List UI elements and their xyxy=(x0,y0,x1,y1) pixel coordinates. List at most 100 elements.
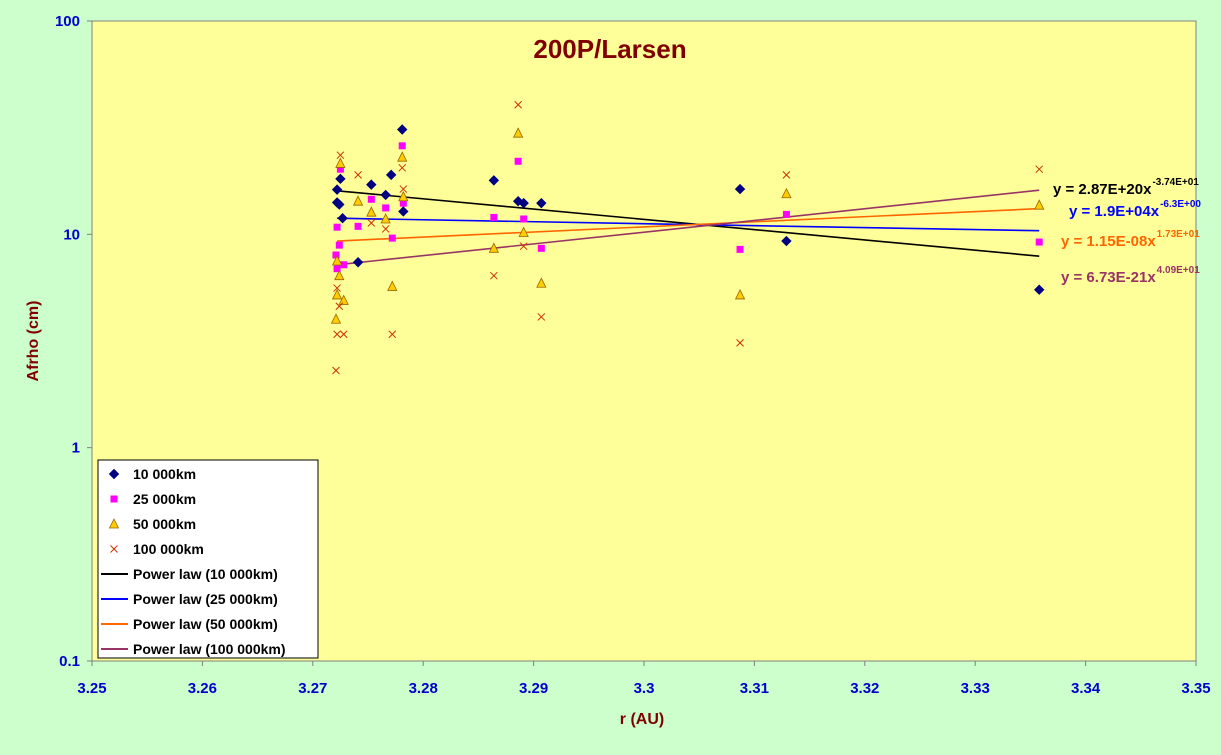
data-point-series-2 xyxy=(537,244,545,252)
data-point-series-4 xyxy=(339,330,348,339)
data-point-series-2 xyxy=(399,199,407,207)
data-point-series-1 xyxy=(1034,284,1045,295)
data-point-series-1 xyxy=(331,184,343,195)
data-point-series-2 xyxy=(336,165,344,173)
data-point-series-4 xyxy=(537,313,546,321)
data-point-series-4-stroke xyxy=(490,271,498,280)
data-point-series-2 xyxy=(354,222,362,230)
data-point-series-4 xyxy=(336,151,345,160)
data-point-series-1 xyxy=(335,173,346,185)
data-point-series-4 xyxy=(367,219,376,227)
data-point-series-4-stroke xyxy=(367,219,376,227)
data-point-series-4-stroke xyxy=(332,366,340,375)
legend-item: 50 000km xyxy=(108,516,196,532)
data-point-series-4 xyxy=(335,302,344,311)
data-point-series-2 xyxy=(1035,238,1043,246)
x-tick-label: 3.35 xyxy=(1181,680,1210,697)
data-point-series-1 xyxy=(781,235,792,247)
data-point-series-3 xyxy=(512,127,524,138)
legend-marker xyxy=(110,495,118,503)
data-point-series-1 xyxy=(536,197,547,209)
data-point-series-4 xyxy=(332,366,340,375)
legend-label: Power law (10 000km) xyxy=(133,566,278,582)
data-point-series-4-stroke xyxy=(336,151,345,160)
data-point-series-3 xyxy=(397,151,408,162)
data-point-series-4-stroke xyxy=(388,330,397,339)
data-point-series-2 xyxy=(340,261,348,269)
data-point-series-2 xyxy=(367,195,375,203)
data-point-series-1 xyxy=(398,206,409,217)
data-point-series-4-stroke xyxy=(398,163,407,172)
y-tick-label: 0.1 xyxy=(59,653,80,670)
legend-item: 10 000km xyxy=(108,466,196,482)
data-point-series-3 xyxy=(380,213,391,224)
data-point-series-3 xyxy=(734,289,746,300)
data-point-series-2 xyxy=(514,157,522,165)
axes: 3.25 3.26 3.27 3.28 3.29 3.3 3.31 3.32 3.33 3.34 3… xyxy=(55,13,1211,697)
legend-label: 25 000km xyxy=(133,491,196,507)
data-point-series-2 xyxy=(782,210,790,218)
legend-box xyxy=(97,459,319,659)
trendline-4 xyxy=(337,189,1040,266)
legend-label: 50 000km xyxy=(133,516,196,532)
data-point-series-3 xyxy=(366,206,377,217)
data-point-series-4 xyxy=(782,171,791,179)
data-point-series-4 xyxy=(514,100,522,109)
data-point-series-3 xyxy=(387,280,398,291)
x-tick-label: 3.27 xyxy=(298,680,327,697)
data-point-series-2 xyxy=(520,215,528,223)
data-point-series-1 xyxy=(334,199,345,210)
trendline-exponent-2: -6.3E+00 xyxy=(1160,199,1201,210)
y-tick-label: 100 xyxy=(55,13,80,30)
legend-marker xyxy=(110,545,118,553)
data-point-series-2 xyxy=(333,265,341,273)
data-point-series-2 xyxy=(333,223,341,231)
legend-label: 10 000km xyxy=(133,466,196,482)
data-point-series-4-stroke xyxy=(333,330,341,339)
x-tick-label: 3.29 xyxy=(519,680,548,697)
trendline-3 xyxy=(337,207,1040,242)
data-point-series-4-stroke xyxy=(399,185,408,193)
x-tick-label: 3.3 xyxy=(634,680,655,697)
data-point-series-1 xyxy=(385,169,397,181)
data-point-series-2 xyxy=(382,204,390,212)
data-point-series-4-stroke xyxy=(514,100,522,109)
legend-item: Power law (50 000km) xyxy=(101,616,278,632)
data-point-series-3 xyxy=(398,190,409,202)
data-point-series-4 xyxy=(333,330,341,339)
data-point-series-2 xyxy=(335,241,343,249)
data-point-series-3 xyxy=(338,294,349,305)
trendline-equation-1: y = 2.87E+20x xyxy=(1053,181,1152,198)
data-point-series-3 xyxy=(518,226,529,237)
data-point-series-3 xyxy=(1034,199,1045,210)
legend-marker xyxy=(108,468,120,480)
x-tick-label: 3.26 xyxy=(188,680,217,697)
y-axis-title: Afrho (cm) xyxy=(25,301,42,382)
trendline-exponent-1: -3.74E+01 xyxy=(1152,177,1199,188)
legend-label: Power law (25 000km) xyxy=(133,591,278,607)
data-point-series-4-stroke xyxy=(1035,165,1044,174)
data-point-series-1 xyxy=(352,257,364,268)
data-point-series-1 xyxy=(380,189,391,201)
x-axis-title: r (AU) xyxy=(620,711,664,728)
data-point-series-4 xyxy=(333,284,341,292)
data-point-series-4-stroke xyxy=(782,171,791,179)
data-point-series-4-stroke xyxy=(736,338,744,347)
data-point-series-3 xyxy=(488,242,500,253)
data-point-series-1 xyxy=(397,124,408,135)
x-tick-label: 3.25 xyxy=(77,680,106,697)
y-tick-label: 1 xyxy=(72,440,80,457)
data-point-series-4 xyxy=(519,242,528,251)
data-point-series-4 xyxy=(490,271,498,280)
data-points xyxy=(330,100,1045,375)
data-point-series-3 xyxy=(331,289,343,300)
data-point-series-3 xyxy=(335,157,346,168)
data-point-series-3 xyxy=(352,195,364,206)
data-point-series-2 xyxy=(332,251,340,259)
trendline-1 xyxy=(337,189,1040,257)
data-point-series-4 xyxy=(388,330,397,339)
data-point-series-2 xyxy=(388,234,396,242)
data-point-series-3 xyxy=(334,269,345,281)
data-point-series-4-stroke xyxy=(335,302,344,311)
